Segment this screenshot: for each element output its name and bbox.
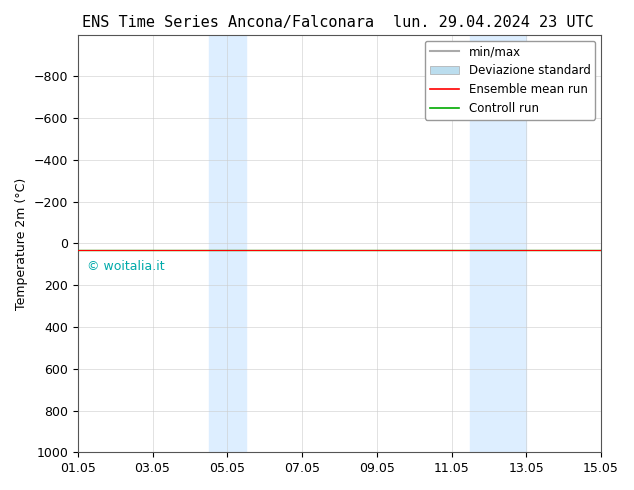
Bar (470, 35, 526, 452)
Legend: min/max, Deviazione standard, Ensemble mean run, Controll run: min/max, Deviazione standard, Ensemble m… (425, 41, 595, 120)
Bar (209, 35, 246, 452)
Y-axis label: Temperature 2m (°C): Temperature 2m (°C) (15, 177, 28, 310)
Text: ENS Time Series Ancona/Falconara: ENS Time Series Ancona/Falconara (82, 15, 375, 30)
Text: © woitalia.it: © woitalia.it (87, 260, 165, 273)
Text: lun. 29.04.2024 23 UTC: lun. 29.04.2024 23 UTC (393, 15, 594, 30)
